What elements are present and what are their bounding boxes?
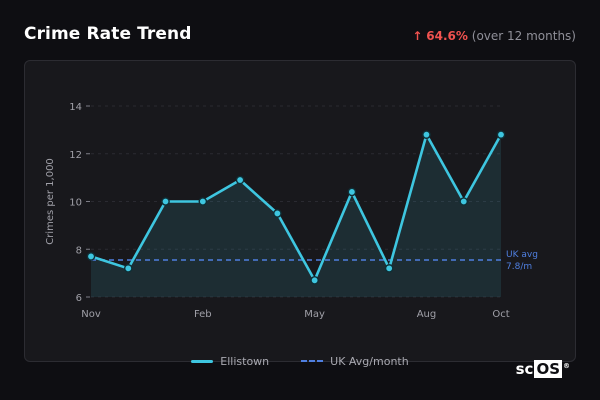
data-point-4 [235, 175, 245, 185]
x-tick-label-feb: Feb [194, 309, 212, 320]
data-point-0 [86, 252, 96, 261]
data-point-7 [347, 187, 357, 197]
trend-change: ↑ 64.6% (over 12 months) [412, 29, 576, 43]
data-point-6 [310, 275, 319, 285]
y-tick-label-10: 10 [69, 198, 82, 209]
x-tick-label-aug: Aug [417, 309, 437, 320]
trend-up-arrow-icon: ↑ [412, 29, 423, 43]
x-tick-label-oct: Oct [492, 309, 509, 320]
data-point-5 [273, 209, 282, 218]
data-point-8 [384, 264, 394, 273]
x-tick-label-nov: Nov [81, 309, 101, 320]
x-tick-label-may: May [304, 309, 325, 320]
y-axis-label: Crimes per 1,000 [45, 158, 56, 245]
legend-item-uk-avg[interactable]: UK Avg/month [301, 353, 409, 369]
y-tick-label-12: 12 [69, 150, 82, 161]
trend-change-percent: 64.6% [426, 29, 468, 43]
data-point-10 [459, 197, 469, 206]
reference-label-uk-avg: UK avg [506, 250, 538, 260]
y-tick-label-6: 6 [76, 293, 82, 304]
data-point-9 [422, 130, 431, 139]
chart-title: Crime Rate Trend [24, 24, 192, 44]
data-point-3 [198, 197, 208, 206]
y-tick-label-8: 8 [76, 245, 82, 256]
brand-registered-mark: ® [563, 362, 570, 370]
brand-logo-text: sc [515, 360, 534, 378]
legend-label-ellistown: Ellistown [220, 354, 270, 368]
data-point-2 [161, 197, 170, 206]
legend-swatch-uk-avg [301, 360, 324, 362]
brand-logo-box-text: OS [534, 360, 562, 378]
chart-header: Crime Rate Trend ↑ 64.6% (over 12 months… [24, 22, 576, 52]
legend-label-uk-avg: UK Avg/month [330, 354, 409, 368]
legend-swatch-ellistown [191, 359, 214, 363]
y-tick-label-14: 14 [69, 102, 82, 113]
data-point-11 [496, 130, 506, 139]
trend-change-note: (over 12 months) [471, 29, 576, 43]
brand-logo: sc OS ® [516, 360, 570, 378]
legend-item-ellistown[interactable]: Ellistown [191, 353, 269, 369]
series-area-ellistown [91, 134, 501, 297]
chart-card [24, 60, 576, 362]
data-point-1 [123, 264, 133, 273]
chart-legend: Ellistown UK Avg/month [0, 353, 600, 369]
series-line-ellistown [89, 133, 503, 282]
reference-value-uk-avg: 7.8/m [506, 262, 532, 272]
